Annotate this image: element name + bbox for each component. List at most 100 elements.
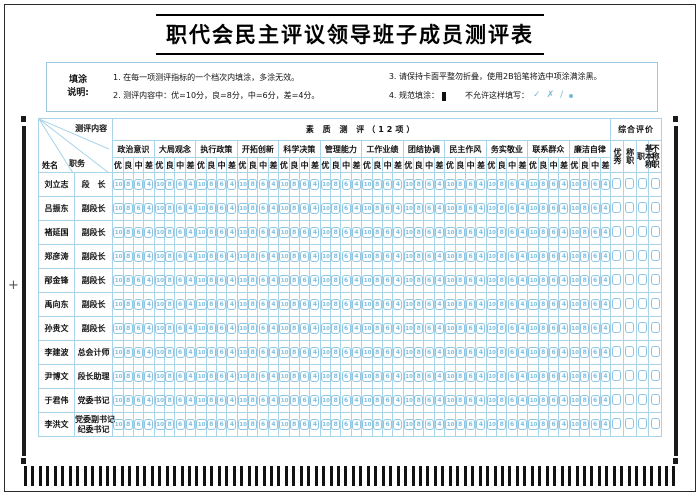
- bubble-cell-r6-c8-l0[interactable]: 10: [444, 316, 457, 341]
- score-bubble[interactable]: 8: [414, 251, 424, 262]
- bubble-cell-r3-c3-l0[interactable]: 10: [236, 244, 249, 269]
- score-bubble[interactable]: 8: [289, 275, 299, 286]
- bubble-cell-r1-c6-l1[interactable]: 8: [371, 196, 383, 221]
- score-bubble[interactable]: 8: [538, 371, 548, 382]
- overall-bubble[interactable]: [625, 418, 635, 429]
- overall-bubble-cell-r8-o3[interactable]: [648, 364, 662, 389]
- bubble-cell-r9-c9-l0[interactable]: 10: [485, 388, 498, 413]
- score-bubble[interactable]: 8: [538, 395, 548, 406]
- bubble-cell-r4-c8-l2[interactable]: 6: [464, 268, 477, 293]
- bubble-cell-r5-c11-l1[interactable]: 8: [578, 292, 591, 317]
- score-bubble[interactable]: 4: [227, 299, 237, 310]
- score-bubble[interactable]: 6: [217, 179, 227, 190]
- score-bubble[interactable]: 4: [476, 395, 486, 406]
- bubble-cell-r1-c5-l3[interactable]: 4: [350, 196, 363, 221]
- bubble-cell-r6-c9-l3[interactable]: 4: [516, 316, 529, 341]
- score-bubble[interactable]: 4: [434, 251, 444, 262]
- bubble-cell-r2-c2-l1[interactable]: 8: [205, 220, 217, 245]
- overall-bubble[interactable]: [650, 418, 660, 429]
- score-bubble[interactable]: 4: [227, 203, 237, 214]
- bubble-cell-r9-c9-l2[interactable]: 6: [506, 388, 518, 413]
- bubble-cell-r0-c4-l0[interactable]: 10: [278, 172, 291, 197]
- score-bubble[interactable]: 10: [320, 371, 332, 382]
- bubble-cell-r0-c9-l0[interactable]: 10: [485, 172, 498, 197]
- score-bubble[interactable]: 8: [165, 179, 175, 190]
- overall-bubble-cell-r1-o0[interactable]: [610, 196, 624, 221]
- bubble-cell-r7-c4-l3[interactable]: 4: [309, 340, 321, 365]
- bubble-cell-r0-c3-l0[interactable]: 10: [236, 172, 249, 197]
- score-bubble[interactable]: 8: [580, 419, 590, 430]
- bubble-cell-r0-c6-l3[interactable]: 4: [392, 172, 404, 197]
- bubble-cell-r6-c0-l1[interactable]: 8: [122, 316, 134, 341]
- score-bubble[interactable]: 10: [486, 371, 498, 382]
- score-bubble[interactable]: 6: [466, 299, 476, 310]
- bubble-cell-r9-c4-l3[interactable]: 4: [309, 388, 321, 413]
- bubble-cell-r0-c11-l3[interactable]: 4: [599, 172, 612, 197]
- score-bubble[interactable]: 8: [248, 419, 258, 430]
- bubble-cell-r3-c10-l1[interactable]: 8: [537, 244, 549, 269]
- score-bubble[interactable]: 6: [258, 179, 268, 190]
- bubble-cell-r5-c9-l0[interactable]: 10: [485, 292, 498, 317]
- bubble-cell-r7-c4-l1[interactable]: 8: [288, 340, 300, 365]
- score-bubble[interactable]: 10: [569, 371, 581, 382]
- score-bubble[interactable]: 6: [175, 419, 185, 430]
- bubble-cell-r10-c7-l2[interactable]: 6: [423, 412, 435, 437]
- score-bubble[interactable]: 10: [154, 275, 166, 286]
- bubble-cell-r8-c10-l3[interactable]: 4: [558, 364, 570, 389]
- bubble-cell-r2-c9-l2[interactable]: 6: [506, 220, 518, 245]
- bubble-cell-r0-c5-l0[interactable]: 10: [319, 172, 332, 197]
- overall-bubble[interactable]: [637, 274, 647, 285]
- bubble-cell-r6-c1-l2[interactable]: 6: [174, 316, 186, 341]
- overall-bubble-cell-r1-o2[interactable]: [635, 196, 650, 221]
- bubble-cell-r6-c11-l1[interactable]: 8: [578, 316, 591, 341]
- bubble-cell-r5-c5-l2[interactable]: 6: [340, 292, 352, 317]
- bubble-cell-r8-c2-l0[interactable]: 10: [195, 364, 208, 389]
- score-bubble[interactable]: 6: [424, 395, 434, 406]
- score-bubble[interactable]: 8: [331, 179, 341, 190]
- bubble-cell-r3-c0-l3[interactable]: 4: [143, 244, 155, 269]
- bubble-cell-r10-c11-l2[interactable]: 6: [589, 412, 601, 437]
- bubble-cell-r2-c3-l0[interactable]: 10: [236, 220, 249, 245]
- bubble-cell-r1-c9-l3[interactable]: 4: [516, 196, 529, 221]
- bubble-cell-r0-c8-l0[interactable]: 10: [444, 172, 457, 197]
- score-bubble[interactable]: 8: [497, 347, 507, 358]
- score-bubble[interactable]: 8: [123, 371, 133, 382]
- bubble-cell-r6-c2-l2[interactable]: 6: [215, 316, 228, 341]
- bubble-cell-r6-c7-l0[interactable]: 10: [402, 316, 415, 341]
- score-bubble[interactable]: 4: [310, 275, 320, 286]
- score-bubble[interactable]: 6: [424, 323, 434, 334]
- overall-bubble-cell-r0-o0[interactable]: [610, 172, 624, 197]
- bubble-cell-r3-c9-l1[interactable]: 8: [495, 244, 508, 269]
- score-bubble[interactable]: 8: [455, 347, 465, 358]
- bubble-cell-r2-c2-l3[interactable]: 4: [226, 220, 238, 245]
- bubble-cell-r10-c1-l0[interactable]: 10: [153, 412, 166, 437]
- score-bubble[interactable]: 6: [590, 251, 600, 262]
- bubble-cell-r0-c10-l3[interactable]: 4: [558, 172, 570, 197]
- bubble-cell-r3-c2-l1[interactable]: 8: [205, 244, 217, 269]
- bubble-cell-r2-c3-l2[interactable]: 6: [257, 220, 269, 245]
- score-bubble[interactable]: 6: [549, 251, 559, 262]
- score-bubble[interactable]: 10: [113, 251, 125, 262]
- bubble-cell-r8-c11-l1[interactable]: 8: [578, 364, 591, 389]
- bubble-cell-r1-c1-l3[interactable]: 4: [184, 196, 197, 221]
- bubble-cell-r10-c9-l0[interactable]: 10: [485, 412, 498, 437]
- score-bubble[interactable]: 10: [528, 179, 540, 190]
- score-bubble[interactable]: 10: [486, 179, 498, 190]
- score-bubble[interactable]: 10: [528, 419, 540, 430]
- score-bubble[interactable]: 6: [549, 371, 559, 382]
- bubble-cell-r8-c6-l3[interactable]: 4: [392, 364, 404, 389]
- score-bubble[interactable]: 8: [165, 227, 175, 238]
- score-bubble[interactable]: 10: [569, 227, 581, 238]
- bubble-cell-r4-c5-l3[interactable]: 4: [350, 268, 363, 293]
- bubble-cell-r2-c1-l3[interactable]: 4: [184, 220, 197, 245]
- bubble-cell-r1-c4-l1[interactable]: 8: [288, 196, 300, 221]
- score-bubble[interactable]: 6: [300, 323, 310, 334]
- bubble-cell-r0-c10-l2[interactable]: 6: [547, 172, 560, 197]
- score-bubble[interactable]: 10: [196, 251, 208, 262]
- score-bubble[interactable]: 10: [279, 347, 291, 358]
- bubble-cell-r3-c11-l0[interactable]: 10: [568, 244, 581, 269]
- score-bubble[interactable]: 10: [154, 227, 166, 238]
- bubble-cell-r2-c3-l3[interactable]: 4: [267, 220, 280, 245]
- score-bubble[interactable]: 6: [383, 203, 393, 214]
- score-bubble[interactable]: 6: [466, 371, 476, 382]
